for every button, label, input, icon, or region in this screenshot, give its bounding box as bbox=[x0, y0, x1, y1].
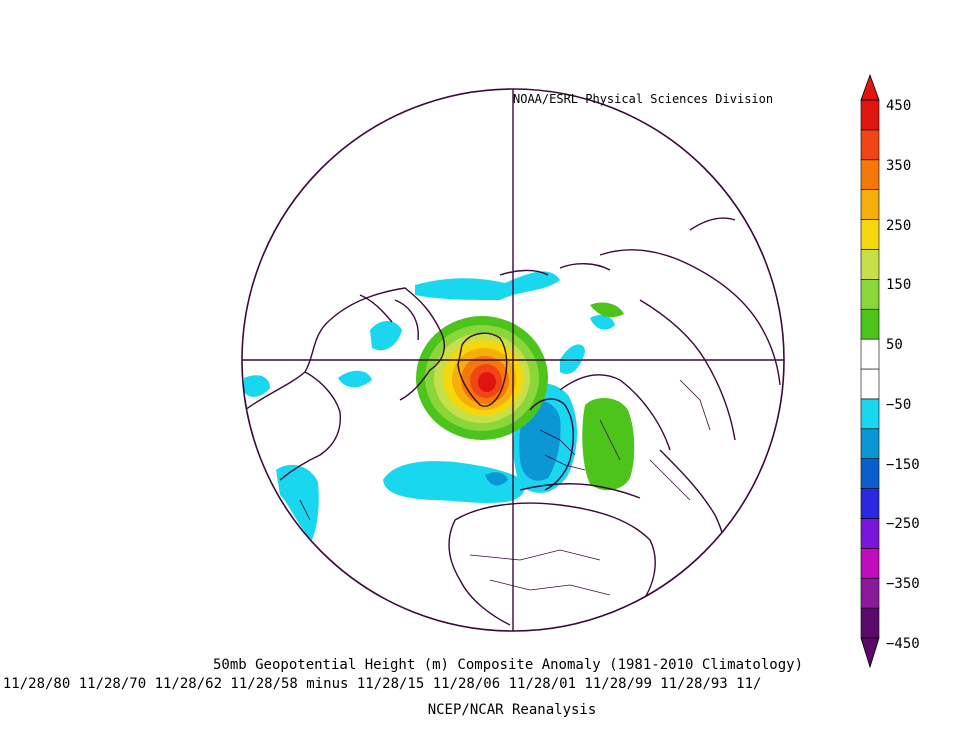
colorbar-segment bbox=[860, 99, 880, 131]
colorbar-label: 50 bbox=[886, 337, 903, 354]
caption-title: 50mb Geopotential Height (m) Composite A… bbox=[212, 657, 803, 673]
caption-dates: 5 11/28/80 11/28/70 11/28/62 11/28/58 mi… bbox=[0, 676, 762, 692]
colorbar-label: −450 bbox=[886, 636, 920, 652]
colorbar-segment bbox=[860, 159, 880, 190]
colorbar-segment bbox=[860, 548, 880, 579]
colorbar-segment bbox=[860, 249, 880, 280]
colorbar-segment bbox=[860, 607, 880, 639]
colorbar-label: 150 bbox=[886, 277, 912, 294]
country-borders bbox=[299, 379, 711, 596]
colorbar-label: −150 bbox=[886, 456, 920, 473]
colorbar-segment bbox=[860, 338, 880, 370]
colorbar-segment bbox=[860, 398, 880, 430]
colorbar-segment bbox=[860, 488, 880, 519]
colorbar-segment bbox=[860, 219, 880, 250]
colorbar-top-arrow bbox=[860, 73, 880, 101]
negative-anomaly-regions bbox=[244, 271, 615, 540]
credit-text: NOAA/ESRL Physical Sciences Division bbox=[513, 92, 774, 106]
colorbar-segment bbox=[860, 518, 880, 549]
colorbar-segment bbox=[860, 308, 880, 340]
colorbar-segment bbox=[860, 577, 880, 609]
colorbar-label: −350 bbox=[886, 576, 920, 593]
colorbar-label: 250 bbox=[886, 217, 912, 234]
colorbar-segment bbox=[860, 368, 880, 400]
colorbar-segment bbox=[860, 129, 880, 161]
colorbar-segment bbox=[860, 279, 880, 310]
negative-anomaly-core bbox=[485, 401, 561, 486]
colorbar-segment bbox=[860, 428, 880, 459]
caption-source: NCEP/NCAR Reanalysis bbox=[427, 702, 597, 718]
colorbar-bottom-arrow bbox=[860, 637, 880, 669]
colorbar-segment bbox=[860, 189, 880, 220]
positive-anomaly-greenland bbox=[416, 316, 548, 440]
colorbar-label: 350 bbox=[886, 157, 912, 174]
positive-anomaly-europe bbox=[582, 302, 635, 491]
colorbar-label: −50 bbox=[886, 396, 912, 413]
colorbar-segment bbox=[860, 458, 880, 489]
colorbar-label: −250 bbox=[886, 516, 920, 533]
colorbar-label: 450 bbox=[886, 98, 912, 114]
